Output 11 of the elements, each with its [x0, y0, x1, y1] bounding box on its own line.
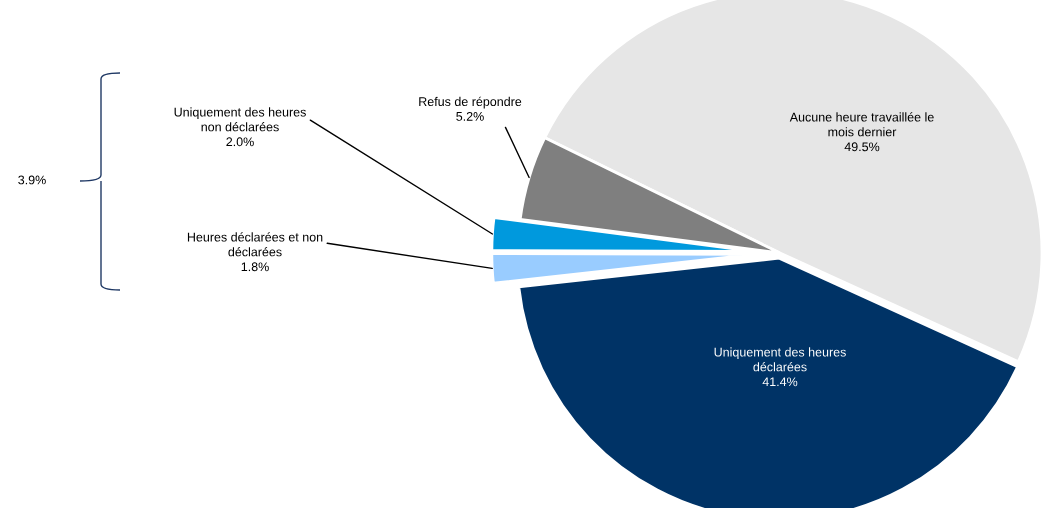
slice-label: Refus de répondre: [419, 96, 522, 109]
slice-label: Uniquement des heures déclarées: [714, 347, 846, 372]
slice-label: Uniquement des heures non déclarées: [174, 107, 306, 132]
data-label: 2.0%: [226, 137, 254, 147]
slice-label: Aucune heure travaillée le mois dernier: [789, 112, 934, 137]
slice-label: Heures déclarées et non déclarées: [187, 232, 323, 257]
data-label: 41.4%: [762, 377, 798, 387]
text: 3.9%: [18, 175, 46, 185]
data-label: 5.2%: [456, 111, 484, 121]
data-label: 1.8%: [241, 262, 269, 272]
data-label: 49.5%: [844, 142, 880, 152]
